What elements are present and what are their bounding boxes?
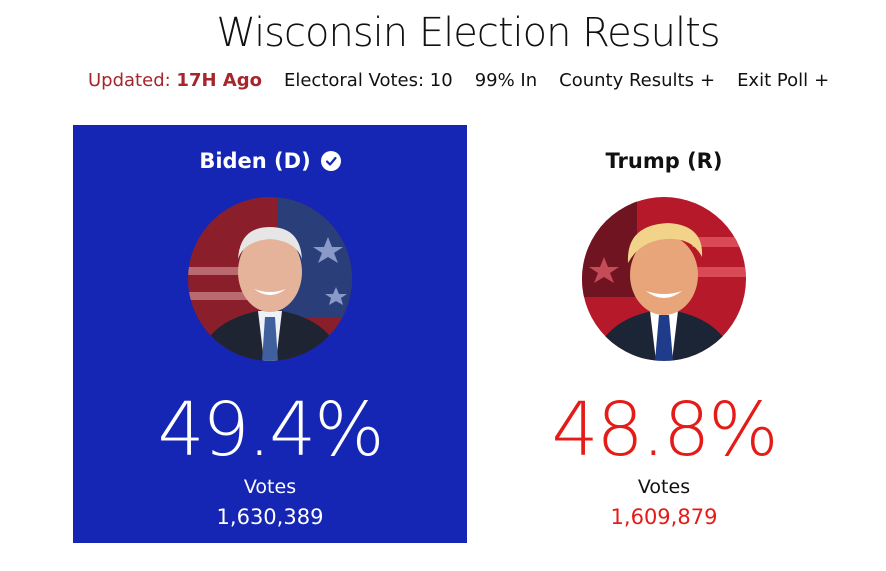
vote-count: 1,609,879 — [610, 505, 718, 529]
candidate-photo — [188, 197, 352, 361]
updated-status: Updated: 17H Ago — [88, 70, 262, 91]
exit-poll-label: Exit Poll — [737, 70, 809, 91]
candidate-card-biden[interactable]: Biden (D) 49.4% Votes 1,630,389 — [73, 125, 467, 543]
updated-value: 17H Ago — [176, 70, 262, 91]
vote-percentage: 49.4% — [157, 387, 384, 473]
winner-check-icon — [320, 151, 341, 171]
county-results-label: County Results — [559, 70, 694, 91]
county-results-toggle[interactable]: County Results + — [559, 70, 715, 91]
exit-poll-toggle[interactable]: Exit Poll + — [737, 70, 829, 91]
vote-percentage: 48.8% — [551, 387, 778, 473]
candidate-photo — [582, 197, 746, 361]
votes-label: Votes — [243, 476, 297, 498]
candidate-name-row: Trump (R) — [467, 149, 861, 173]
updated-label: Updated: — [88, 70, 171, 91]
expand-plus-icon: + — [814, 70, 830, 91]
candidate-name: Trump (R) — [605, 149, 723, 173]
page-title: Wisconsin Election Results — [216, 10, 720, 56]
reporting-status: 99% In — [474, 70, 538, 91]
candidate-name-row: Biden (D) — [73, 149, 467, 173]
expand-plus-icon: + — [699, 70, 716, 91]
votes-label: Votes — [637, 476, 691, 498]
vote-count: 1,630,389 — [216, 505, 324, 529]
candidate-name: Biden (D) — [199, 149, 311, 173]
electoral-votes: Electoral Votes: 10 — [283, 70, 453, 91]
candidate-card-trump[interactable]: Trump (R) 48.8% Votes 1,609,879 — [467, 125, 861, 543]
results-subnav: Updated: 17H Ago Electoral Votes: 10 99%… — [88, 70, 846, 91]
